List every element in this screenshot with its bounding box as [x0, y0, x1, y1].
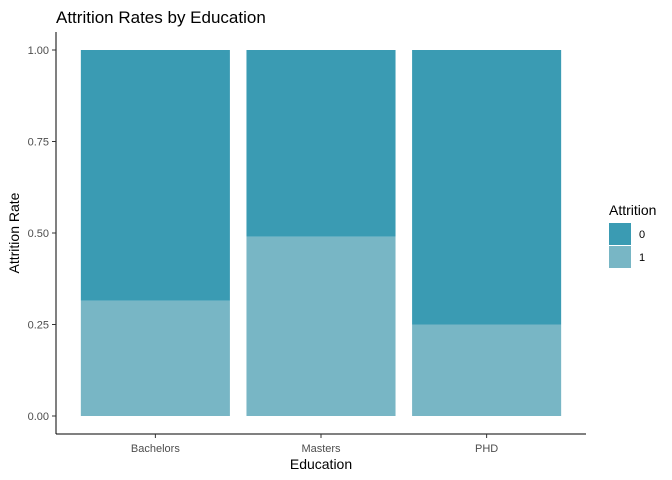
legend-key-0 [609, 223, 631, 245]
legend: Attrition 0 1 [609, 202, 656, 268]
y-tick-label: 0.50 [28, 228, 49, 240]
x-axis-title: Education [290, 456, 352, 472]
bar-masters-attrition-0 [246, 50, 396, 237]
bar-layer [80, 50, 562, 416]
bar-phd-attrition-0 [412, 50, 562, 325]
y-tick-label: 0.25 [28, 320, 49, 332]
legend-label-0: 0 [639, 229, 645, 241]
y-ticks: 0.00 0.25 0.50 0.75 1.00 [28, 45, 56, 423]
legend-key-1 [609, 246, 631, 268]
x-ticks: Bachelors Masters PHD [131, 434, 498, 455]
bar-bachelors-attrition-0 [80, 50, 230, 301]
y-tick-label: 1.00 [28, 45, 49, 57]
y-tick-label: 0.00 [28, 411, 49, 423]
legend-title: Attrition [609, 202, 656, 218]
bar-phd-attrition-1 [412, 324, 562, 416]
y-tick-label: 0.75 [28, 137, 49, 149]
y-axis-title: Attrition Rate [6, 192, 22, 273]
x-tick-label-bachelors: Bachelors [131, 443, 180, 455]
bar-masters-attrition-1 [246, 236, 396, 416]
x-tick-label-phd: PHD [475, 443, 498, 455]
bar-bachelors-attrition-1 [80, 300, 230, 416]
legend-label-1: 1 [639, 252, 645, 264]
chart-title: Attrition Rates by Education [56, 8, 266, 27]
x-tick-label-masters: Masters [301, 443, 341, 455]
